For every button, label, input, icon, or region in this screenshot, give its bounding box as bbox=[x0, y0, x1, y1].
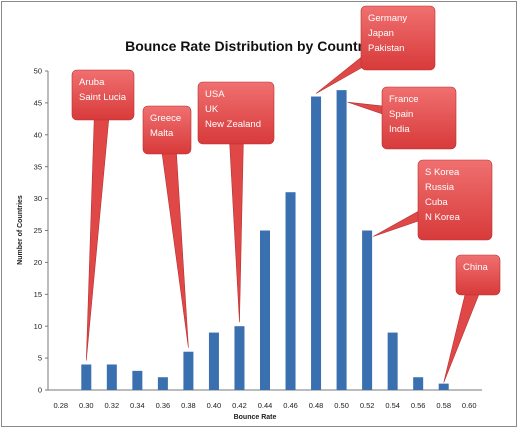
x-axis-label: Bounce Rate bbox=[234, 414, 277, 421]
bar bbox=[132, 370, 143, 390]
x-tick-label: 0.52 bbox=[360, 401, 375, 410]
callouts: Aruba Saint Lucia Greece Malta USA UK New Zeal… bbox=[71, 5, 501, 383]
callout-label: Spain bbox=[389, 109, 413, 120]
bar bbox=[106, 364, 117, 390]
y-tick-label: 5 bbox=[38, 354, 42, 363]
annotation-callout: Greece Malta bbox=[142, 105, 192, 348]
callout-label: UK bbox=[205, 104, 219, 115]
x-tick-label: 0.56 bbox=[411, 401, 426, 410]
bar bbox=[438, 383, 449, 390]
bar bbox=[81, 364, 92, 390]
x-tick-label: 0.40 bbox=[207, 401, 222, 410]
callout-box bbox=[417, 159, 493, 241]
callout-label: Russia bbox=[425, 182, 455, 193]
callout-pointer bbox=[85, 94, 112, 361]
x-tick-label: 0.50 bbox=[334, 401, 349, 410]
callout-label: Pakistan bbox=[368, 43, 404, 54]
annotation-callout: China bbox=[443, 254, 501, 383]
x-tick-label: 0.32 bbox=[105, 401, 120, 410]
callout-label: New Zealand bbox=[205, 119, 261, 130]
y-tick-label: 35 bbox=[34, 162, 42, 171]
bar bbox=[311, 96, 322, 391]
callout-label: S Korea bbox=[425, 167, 460, 178]
callout-pointer bbox=[158, 128, 189, 348]
x-tick-label: 0.54 bbox=[385, 401, 400, 410]
y-tick-label: 30 bbox=[34, 194, 42, 203]
bars bbox=[81, 90, 449, 391]
y-tick-label: 15 bbox=[34, 290, 42, 299]
callout-label: France bbox=[389, 94, 419, 105]
bar bbox=[208, 332, 219, 390]
bar bbox=[157, 377, 168, 390]
x-tick-label: 0.28 bbox=[53, 401, 68, 410]
y-tick-label: 40 bbox=[34, 130, 42, 139]
callout-label: Malta bbox=[150, 128, 174, 139]
callout-box bbox=[71, 69, 135, 121]
x-tick-label: 0.38 bbox=[181, 401, 196, 410]
callout-label: USA bbox=[205, 89, 225, 100]
x-tick-label: 0.36 bbox=[156, 401, 171, 410]
x-tick-label: 0.58 bbox=[436, 401, 451, 410]
callout-box bbox=[455, 254, 501, 296]
x-tick-label: 0.34 bbox=[130, 401, 145, 410]
bar bbox=[336, 90, 347, 390]
y-tick-label: 50 bbox=[34, 67, 42, 76]
bar bbox=[362, 230, 373, 390]
y-tick-label: 25 bbox=[34, 226, 42, 235]
bar bbox=[183, 351, 194, 390]
callout-box bbox=[142, 105, 192, 155]
callout-box bbox=[381, 86, 457, 150]
bar bbox=[387, 332, 398, 390]
callout-label: N Korea bbox=[425, 212, 461, 223]
x-tick-label: 0.46 bbox=[283, 401, 298, 410]
x-tick-label: 0.48 bbox=[309, 401, 324, 410]
annotation-callout: France Spain India bbox=[347, 86, 457, 150]
annotation-callout: S Korea Russia Cuba N Korea bbox=[372, 159, 493, 241]
x-tick-label: 0.44 bbox=[258, 401, 273, 410]
callout-label: Aruba bbox=[79, 77, 105, 88]
callout-box bbox=[360, 5, 436, 71]
y-axis-label: Number of Countries bbox=[17, 195, 24, 265]
callout-label: China bbox=[463, 262, 489, 273]
x-tick-label: 0.60 bbox=[462, 401, 477, 410]
x-tick-label: 0.30 bbox=[79, 401, 94, 410]
callout-label: Germany bbox=[368, 13, 407, 24]
callout-label: Cuba bbox=[425, 197, 448, 208]
y-tick-label: 45 bbox=[34, 99, 42, 108]
y-tick-label: 10 bbox=[34, 322, 42, 331]
annotation-callout: Aruba Saint Lucia bbox=[71, 69, 135, 361]
y-tick-label: 20 bbox=[34, 258, 42, 267]
axes: 0 5 10 15 20 25 30 35 40 45 50 0.28 0.30 0.32 0.34 0.36… bbox=[34, 67, 482, 410]
bar bbox=[413, 377, 424, 390]
callout-label: India bbox=[389, 124, 410, 135]
callout-label: Saint Lucia bbox=[79, 92, 127, 103]
x-tick-label: 0.42 bbox=[232, 401, 247, 410]
y-tick-label: 0 bbox=[38, 386, 42, 395]
bar bbox=[260, 230, 270, 390]
annotation-callout: Germany Japan Pakistan bbox=[315, 5, 436, 94]
callout-label: Greece bbox=[150, 113, 181, 124]
chart-title: Bounce Rate Distribution by Country bbox=[125, 38, 371, 54]
callout-box bbox=[197, 81, 275, 145]
callout-label: Japan bbox=[368, 28, 394, 39]
bar bbox=[285, 192, 296, 390]
annotation-callout: USA UK New Zealand bbox=[197, 81, 275, 323]
bar bbox=[234, 326, 245, 390]
